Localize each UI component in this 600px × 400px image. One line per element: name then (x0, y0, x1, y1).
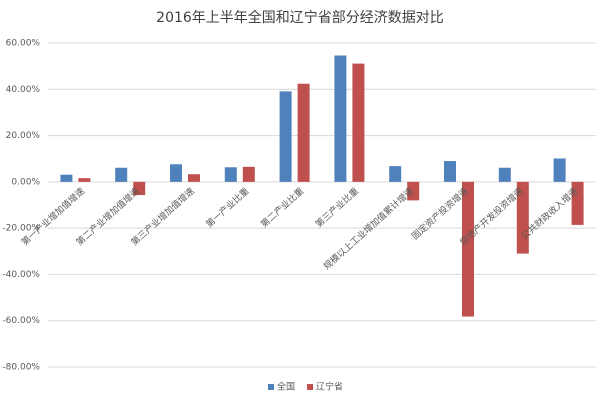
bar (334, 55, 347, 182)
y-tick-label: 40.00% (6, 85, 41, 95)
y-tick-label: -20.00% (2, 224, 40, 234)
legend-label: 辽宁省 (316, 381, 343, 393)
legend-label: 全国 (277, 381, 295, 393)
bar (444, 161, 456, 182)
bar (516, 181, 529, 254)
bar (170, 164, 182, 182)
bar (498, 167, 511, 182)
x-tick-label: 第三产业比重 (313, 185, 361, 230)
legend-swatch (307, 384, 314, 390)
bar (133, 181, 146, 196)
bar (60, 174, 73, 182)
y-tick-label: -80.00% (2, 363, 40, 373)
bar (78, 178, 91, 182)
chart-title: 2016年上半年全国和辽宁省部分经济数据对比 (156, 9, 444, 26)
bar (407, 181, 420, 201)
bar (297, 83, 310, 182)
bar (352, 63, 365, 182)
y-tick-label: -60.00% (2, 316, 40, 326)
y-tick-label: 60.00% (6, 39, 41, 49)
bar (389, 166, 402, 182)
bar (462, 181, 474, 317)
bar (571, 181, 584, 225)
bar (224, 167, 237, 182)
bar (188, 174, 200, 182)
bar (115, 167, 128, 182)
y-tick-label: -40.00% (2, 270, 40, 280)
bar (242, 166, 255, 182)
y-tick-label: 20.00% (6, 131, 41, 141)
y-tick-label: 0.00% (11, 177, 40, 187)
legend-swatch (268, 384, 274, 390)
x-tick-label: 第一产业比重 (203, 185, 251, 230)
bar (279, 91, 292, 182)
x-tick-label: 第二产业比重 (258, 185, 306, 230)
bar (553, 158, 566, 182)
